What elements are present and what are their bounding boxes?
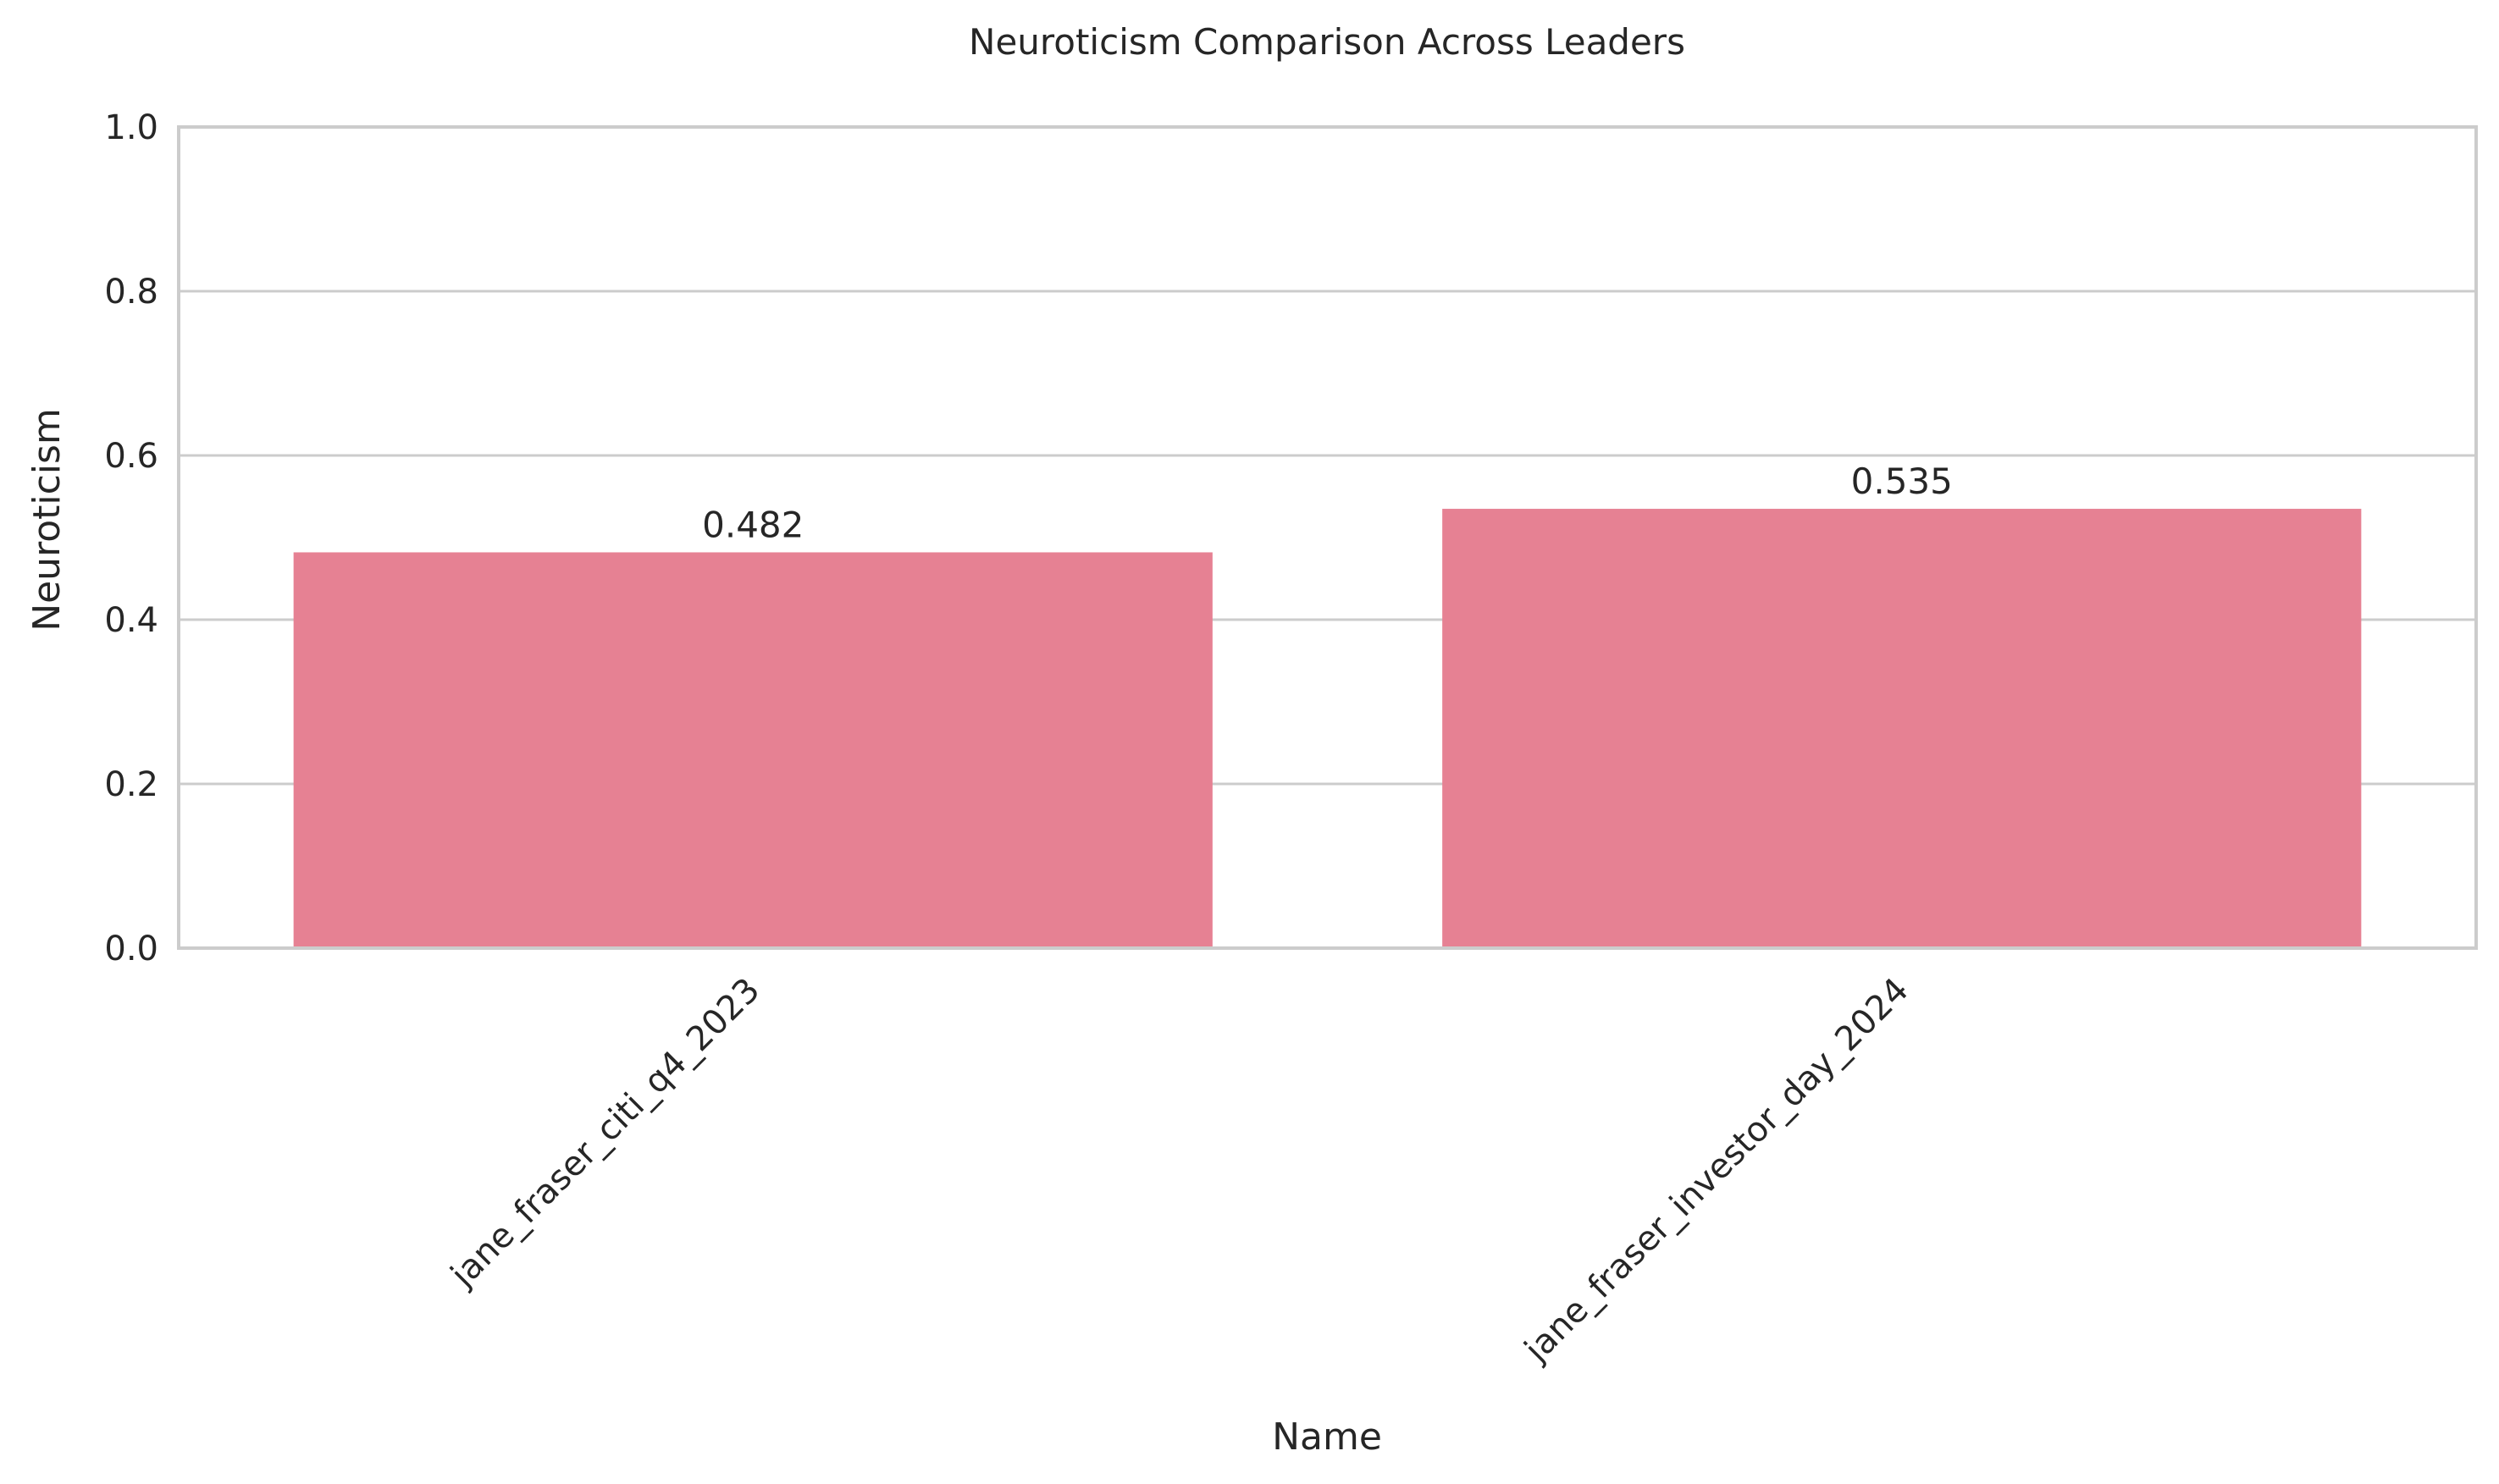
bar: [1442, 509, 2362, 948]
x-tick-label: jane_fraser_investor_day_2024: [1517, 971, 1916, 1371]
y-tick-label: 0.4: [104, 601, 158, 640]
value-labels: 0.482 0.535: [702, 461, 1953, 545]
bar: [293, 552, 1213, 948]
y-tick-label: 0.0: [104, 930, 158, 968]
x-axis-ticks: jane_fraser_citi_q4_2023 jane_fraser_inve…: [443, 971, 1916, 1371]
bar-value-label: 0.535: [1851, 461, 1953, 502]
x-axis-label: Name: [1272, 1415, 1382, 1459]
y-axis-ticks: 0.0 0.2 0.4 0.6 0.8 1.0: [104, 108, 158, 968]
plot-frame: [177, 125, 2478, 950]
y-tick-label: 0.2: [104, 765, 158, 804]
y-tick-label: 0.6: [104, 437, 158, 476]
chart-title: Neuroticism Comparison Across Leaders: [969, 21, 1685, 63]
bars: [293, 509, 2362, 948]
x-tick-label: jane_fraser_citi_q4_2023: [443, 971, 767, 1295]
y-axis-label: Neuroticism: [25, 408, 69, 632]
bar-value-label: 0.482: [702, 504, 804, 545]
y-tick-label: 0.8: [104, 273, 158, 312]
y-tick-label: 1.0: [104, 108, 158, 147]
